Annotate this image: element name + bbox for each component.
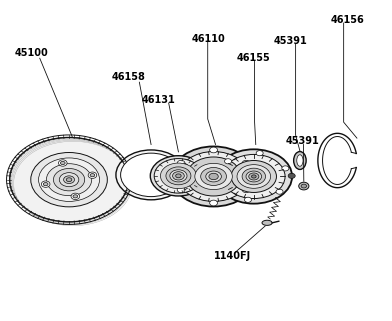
- Ellipse shape: [73, 195, 78, 198]
- Ellipse shape: [186, 157, 241, 196]
- Ellipse shape: [170, 170, 187, 182]
- Ellipse shape: [71, 193, 80, 200]
- Ellipse shape: [178, 152, 249, 201]
- Ellipse shape: [206, 171, 221, 182]
- Ellipse shape: [116, 150, 186, 200]
- Ellipse shape: [171, 146, 256, 206]
- Text: 45391: 45391: [274, 36, 308, 46]
- Ellipse shape: [294, 152, 306, 169]
- Ellipse shape: [172, 172, 184, 180]
- Ellipse shape: [225, 159, 232, 164]
- Ellipse shape: [177, 160, 185, 166]
- Ellipse shape: [176, 174, 181, 178]
- Ellipse shape: [210, 200, 218, 206]
- Ellipse shape: [251, 175, 256, 178]
- Ellipse shape: [237, 165, 270, 188]
- Ellipse shape: [60, 161, 65, 165]
- Text: 45391: 45391: [286, 136, 319, 146]
- Ellipse shape: [42, 181, 50, 187]
- Ellipse shape: [64, 176, 74, 184]
- Ellipse shape: [38, 158, 100, 201]
- Ellipse shape: [301, 184, 307, 188]
- Ellipse shape: [195, 163, 232, 190]
- Ellipse shape: [201, 168, 227, 186]
- Text: 45100: 45100: [15, 48, 48, 58]
- Ellipse shape: [288, 173, 295, 178]
- Ellipse shape: [245, 197, 252, 202]
- Text: 46110: 46110: [192, 34, 226, 44]
- Ellipse shape: [242, 168, 265, 185]
- Ellipse shape: [231, 160, 276, 193]
- Ellipse shape: [59, 173, 79, 187]
- Ellipse shape: [154, 159, 203, 193]
- Ellipse shape: [216, 149, 292, 204]
- Ellipse shape: [297, 155, 303, 166]
- Text: 46131: 46131: [141, 95, 175, 105]
- Ellipse shape: [31, 152, 107, 207]
- Ellipse shape: [276, 189, 283, 194]
- Ellipse shape: [223, 154, 285, 198]
- Ellipse shape: [90, 174, 95, 177]
- Ellipse shape: [282, 166, 289, 171]
- Ellipse shape: [53, 169, 85, 191]
- Ellipse shape: [10, 137, 129, 222]
- Ellipse shape: [121, 153, 181, 197]
- Ellipse shape: [209, 173, 218, 180]
- Ellipse shape: [150, 156, 207, 196]
- Ellipse shape: [249, 173, 259, 180]
- Ellipse shape: [219, 182, 226, 187]
- Ellipse shape: [256, 151, 263, 156]
- Ellipse shape: [166, 167, 191, 185]
- Ellipse shape: [177, 187, 185, 193]
- Ellipse shape: [242, 187, 250, 193]
- Text: 46155: 46155: [237, 53, 271, 63]
- Text: 46156: 46156: [331, 15, 365, 25]
- Ellipse shape: [210, 147, 218, 153]
- Ellipse shape: [88, 172, 97, 178]
- Ellipse shape: [46, 164, 92, 196]
- Text: 46158: 46158: [112, 73, 146, 82]
- Ellipse shape: [43, 183, 48, 186]
- Ellipse shape: [160, 163, 196, 189]
- Ellipse shape: [242, 160, 250, 166]
- Text: 1140FJ: 1140FJ: [214, 251, 251, 261]
- Ellipse shape: [246, 171, 261, 182]
- Ellipse shape: [262, 220, 272, 225]
- Ellipse shape: [299, 182, 309, 190]
- Ellipse shape: [58, 160, 67, 166]
- Ellipse shape: [66, 178, 72, 182]
